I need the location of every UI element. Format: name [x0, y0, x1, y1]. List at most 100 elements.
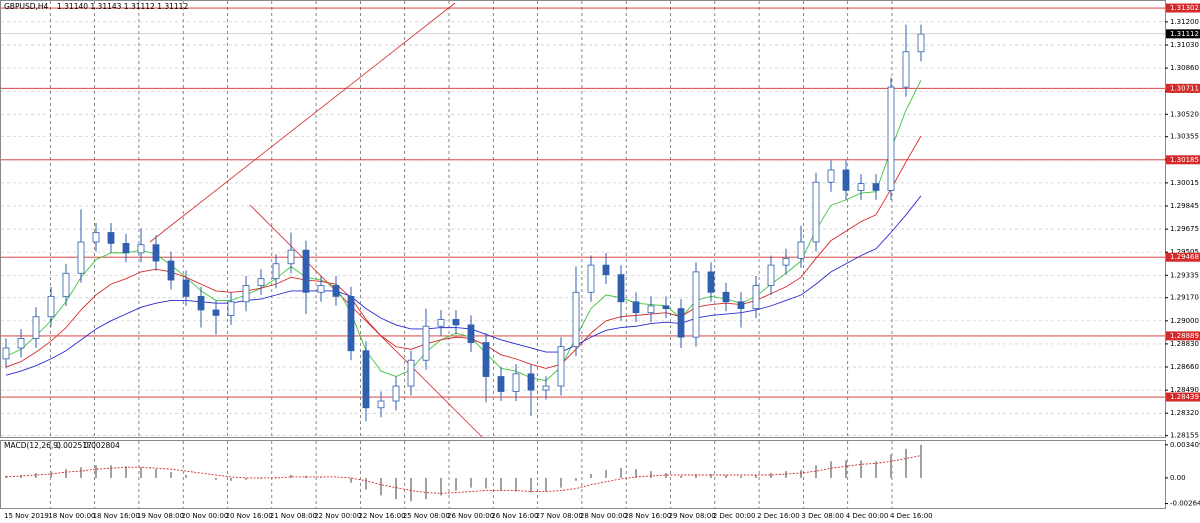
candle-body [452, 319, 460, 326]
level-label: 1.28889 [1170, 332, 1199, 340]
candle-body [272, 263, 280, 280]
macd-signal [5, 455, 922, 494]
x-tick-label: 25 Nov 08:00 [403, 512, 450, 520]
macd-tick-label: 0.00 [1170, 474, 1186, 482]
plot [1, 2, 1165, 438]
level-tag [1166, 155, 1200, 165]
candle-body [692, 271, 700, 338]
candle-body [392, 385, 400, 402]
trend-line [249, 204, 483, 438]
candle-body [302, 249, 310, 293]
candle-body [602, 264, 610, 276]
x-tick-label: 20 Nov 16:00 [226, 512, 273, 520]
candle-body [917, 33, 925, 53]
candle-body [482, 342, 490, 377]
price-tag [1166, 29, 1200, 39]
macd-readout: 0.002804 [84, 441, 120, 450]
x-tick-label: 22 Nov 00:00 [314, 512, 361, 520]
x-tick-label: 22 Nov 16:00 [358, 512, 405, 520]
candle-body [557, 346, 565, 387]
candle-body [212, 309, 220, 316]
candle-body [107, 232, 115, 244]
y-tick-label: 1.28155 [1170, 432, 1199, 440]
x-tick-label: 27 Nov 08:00 [536, 512, 583, 520]
candle-body [677, 308, 685, 338]
level-tag [1166, 83, 1200, 93]
current-price-label: 1.31112 [1170, 30, 1199, 38]
candle-body [422, 325, 430, 361]
candle-body [77, 241, 85, 274]
candle-body [812, 181, 820, 243]
candle-body [647, 305, 655, 314]
candle-body [497, 376, 505, 392]
y-tick-label: 1.31030 [1170, 41, 1199, 49]
candle-body [227, 301, 235, 316]
candle-body [242, 285, 250, 303]
x-tick-label: 28 Nov 16:00 [624, 512, 671, 520]
level-tag [1166, 252, 1200, 262]
macd-label: MACD(12,26,9) [4, 441, 61, 450]
level-tag [1166, 392, 1200, 402]
candle-body [827, 169, 835, 183]
candle-body [737, 301, 745, 309]
x-tick-label: 21 Nov 08:00 [270, 512, 317, 520]
candle-body [377, 400, 385, 409]
candle-body [857, 183, 865, 191]
candle-body [197, 295, 205, 311]
quote: 1.31140 1.31143 1.31112 1.31112 [57, 2, 188, 11]
candle-body [512, 373, 520, 392]
y-tick-label: 1.31200 [1170, 18, 1199, 26]
candle-body [662, 305, 670, 309]
x-tick-label: 4 Dec 00:00 [846, 512, 889, 520]
y-tick-label: 1.29845 [1170, 202, 1199, 210]
macd-tick-label: -0.00264 [1170, 500, 1200, 508]
candle-body [287, 249, 295, 265]
y-tick-label: 1.28830 [1170, 340, 1199, 348]
x-tick-label: 26 Nov 16:00 [491, 512, 538, 520]
x-tick-label: 28 Nov 00:00 [580, 512, 627, 520]
moving-average [5, 195, 922, 376]
candle-body [152, 244, 160, 262]
x-tick-label: 19 Nov 08:00 [137, 512, 184, 520]
x-tick-label: 2 Dec 16:00 [757, 512, 800, 520]
y-tick-label: 1.28490 [1170, 386, 1199, 394]
candle-body [332, 285, 340, 297]
candle-body [437, 319, 445, 327]
y-tick-label: 1.29000 [1170, 317, 1199, 325]
candle-body [902, 51, 910, 88]
macd-readout: 0.002517 [56, 441, 92, 450]
y-tick-label: 1.29505 [1170, 248, 1199, 256]
y-tick-label: 1.30015 [1170, 179, 1199, 187]
candle-body [632, 301, 640, 314]
candle-body [527, 373, 535, 391]
candle-body [347, 295, 355, 352]
candle-body [137, 244, 145, 254]
candle-body [92, 232, 100, 243]
x-tick-label: 15 Nov 2019 [4, 512, 49, 520]
main-frame [0, 0, 1166, 438]
level-label: 1.30185 [1170, 156, 1199, 164]
moving-average [5, 135, 922, 369]
x-tick-label: 18 Nov 00:00 [48, 512, 95, 520]
x-tick-label: 29 Nov 08:00 [669, 512, 716, 520]
macd-frame [0, 440, 1166, 509]
level-label: 1.29468 [1170, 253, 1199, 261]
x-tick-label: 26 Nov 00:00 [447, 512, 494, 520]
candle-body [797, 241, 805, 259]
level-tag [1166, 3, 1200, 13]
candle-body [722, 291, 730, 303]
y-tick-label: 1.30860 [1170, 64, 1199, 72]
symbol: GBPUSD,H4 [4, 2, 49, 11]
candle-body [167, 260, 175, 281]
candle-body [572, 291, 580, 348]
x-tick-label: 3 Dec 08:00 [801, 512, 844, 520]
candle-body [767, 264, 775, 286]
candle-body [182, 279, 190, 297]
candle-body [122, 242, 130, 254]
candle-body [257, 278, 265, 286]
candle-body [542, 385, 550, 391]
candle-body [842, 169, 850, 191]
